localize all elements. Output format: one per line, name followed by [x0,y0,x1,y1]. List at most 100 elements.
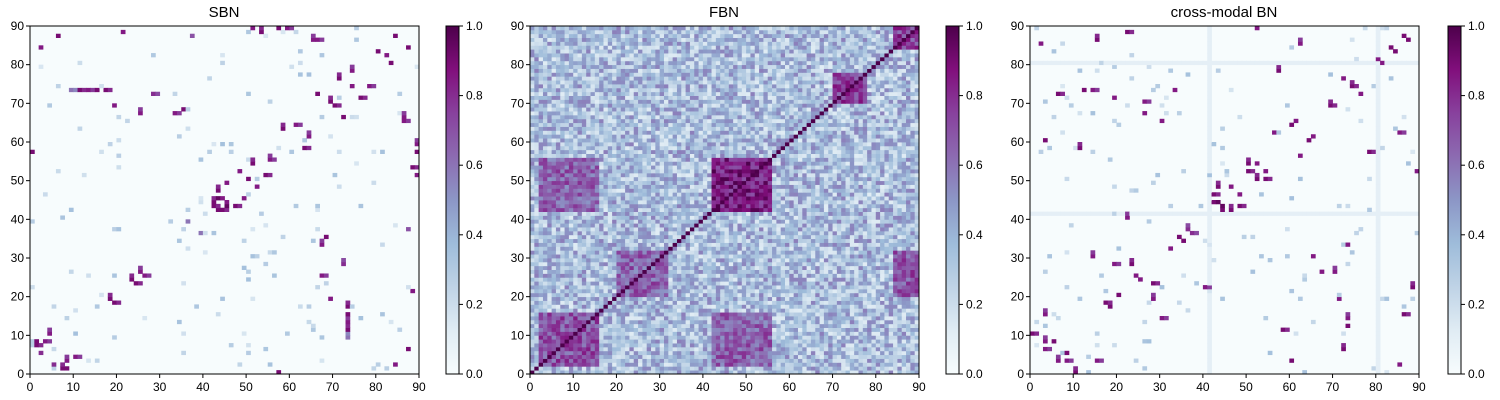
heatmap-cell [564,327,570,332]
heatmap-cell [845,261,851,267]
heatmap-cell [663,339,669,344]
heatmap-cell [534,176,540,182]
heatmap-cell [116,153,122,158]
heatmap-cell [849,200,855,205]
heatmap-cell [646,261,652,267]
heatmap-cell [534,180,540,185]
heatmap-cell [638,343,643,348]
heatmap-cell [737,354,743,359]
heatmap-cell [676,215,682,220]
heatmap-cell [542,343,548,348]
heatmap-cell [759,304,764,309]
heatmap-cell [815,285,820,290]
heatmap-cell [564,339,570,344]
heatmap-cell [659,354,665,359]
heatmap-cell [733,203,738,209]
heatmap-cell [681,203,686,209]
heatmap-cell [138,265,143,270]
heatmap-cell [590,188,596,193]
heatmap-cell [659,292,665,298]
heatmap-cell [793,180,799,185]
heatmap-cell [828,358,833,363]
heatmap-cell [603,180,609,185]
heatmap-cell [910,354,916,359]
heatmap-cell [867,188,872,193]
heatmap-cell [711,207,717,212]
heatmap-cell [542,223,548,228]
heatmap-cell [914,188,920,193]
heatmap-cell [763,281,769,286]
heatmap-cell [698,223,704,228]
heatmap-cell [702,192,708,197]
heatmap-cell [246,29,251,35]
heatmap-cell [906,319,911,325]
heatmap-cell [594,308,600,313]
heatmap-cell [810,223,816,228]
heatmap-cell [741,230,747,236]
heatmap-cell [633,358,639,363]
heatmap-cell [836,265,842,270]
heatmap-cell [802,223,808,228]
heatmap-cell [862,296,868,301]
heatmap-cell [875,354,881,359]
heatmap-cell [702,350,708,356]
heatmap-cell [862,219,868,224]
heatmap-cell [914,331,920,336]
heatmap-cell [581,312,587,317]
heatmap-cell [914,281,920,286]
heatmap-cell [875,362,881,367]
heatmap-cell [581,288,587,294]
heatmap-cell [893,265,898,270]
heatmap-cell [181,107,186,112]
heatmap-cell [694,339,699,344]
heatmap-cell [802,316,808,321]
heatmap-cell [707,354,712,359]
heatmap-cell [802,207,808,212]
heatmap-cell [620,184,626,189]
heatmap-cell [819,312,825,317]
heatmap-cell [802,362,808,367]
heatmap-cell [689,219,695,224]
heatmap-cell [759,196,764,201]
heatmap-cell [897,261,903,267]
heatmap-cell [542,269,548,274]
heatmap-cell [836,188,842,193]
heatmap-cell [823,234,829,240]
heatmap-cell [780,323,786,328]
heatmap-cell [538,238,544,243]
heatmap-cell [910,223,916,228]
heatmap-cell [90,87,96,93]
heatmap-cell [763,265,769,270]
heatmap-cell [581,327,587,332]
heatmap-cell [625,203,630,209]
heatmap-cell [854,234,859,240]
heatmap-cell [603,346,609,352]
heatmap-cell [534,230,540,236]
heatmap-cell [763,242,769,247]
heatmap-cell [741,323,747,328]
heatmap-cell [849,331,855,336]
heatmap-cell [910,312,916,317]
heatmap-cell [862,358,868,363]
heatmap-cell [551,238,557,243]
heatmap-cell [759,269,764,274]
heatmap-cell [573,362,578,367]
heatmap-cell [767,192,773,197]
heatmap-cell [629,354,635,359]
heatmap-cell [724,269,730,274]
heatmap-cell [655,200,661,205]
heatmap-cell [763,207,769,212]
heatmap-cell [267,250,273,255]
heatmap-cell [228,142,234,147]
heatmap-cell [538,366,544,371]
heatmap-cell [884,180,890,185]
heatmap-cell [884,250,890,255]
heatmap-cell [836,211,842,216]
heatmap-cell [547,339,553,344]
heatmap-cell [603,335,609,340]
heatmap-cell [651,331,656,336]
heatmap-cell [806,234,812,240]
heatmap-cell [785,200,790,205]
heatmap-cell [642,238,648,243]
x-tick-label: 80 [369,380,383,394]
